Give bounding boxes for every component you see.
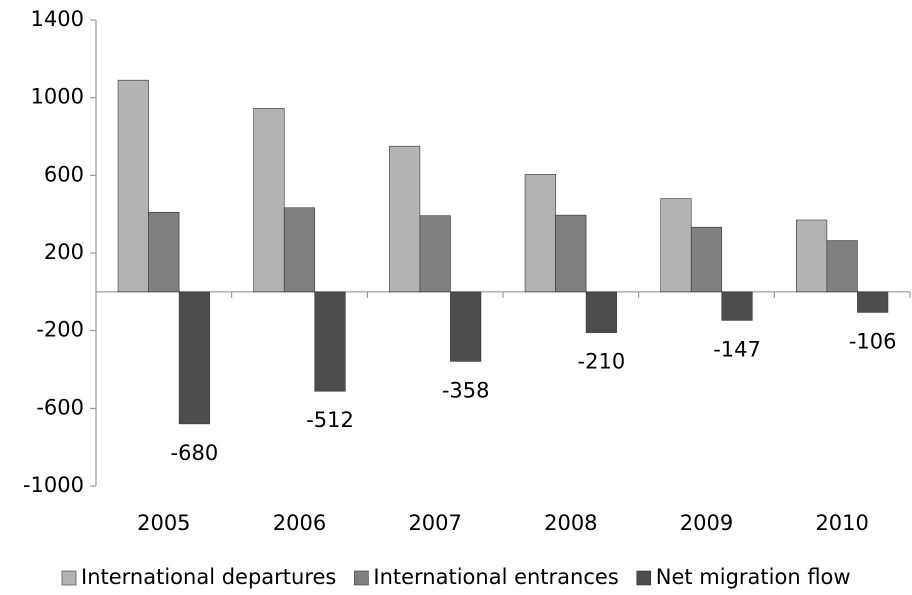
bar <box>283 207 316 293</box>
bar <box>178 291 210 425</box>
x-tick-label: 2009 <box>680 511 733 535</box>
data-label: -210 <box>578 350 626 374</box>
legend-label: International entrances <box>373 565 618 589</box>
y-tick-label: -1000 <box>23 473 84 497</box>
bar <box>314 291 346 392</box>
bar <box>660 198 692 293</box>
bar <box>555 214 587 293</box>
x-tick-label: 2008 <box>544 511 597 535</box>
bar <box>585 291 617 333</box>
x-tick-label: 2007 <box>408 511 461 535</box>
legend-swatch <box>354 570 369 586</box>
y-tick-label: 600 <box>44 162 84 186</box>
legend-label: International departures <box>81 565 336 589</box>
bar <box>796 219 828 293</box>
data-label: -512 <box>306 408 354 432</box>
bar <box>148 211 180 293</box>
data-label: -106 <box>849 329 897 353</box>
bar <box>419 215 451 293</box>
x-tick-label: 2006 <box>273 511 326 535</box>
legend-swatch <box>61 570 77 586</box>
y-tick-label: -600 <box>36 395 84 419</box>
bar <box>857 291 889 313</box>
bar <box>117 79 149 293</box>
bar <box>721 291 753 321</box>
legend-swatch <box>636 570 652 586</box>
bar <box>826 240 858 293</box>
x-tick-label: 2005 <box>137 511 190 535</box>
bar <box>389 145 421 293</box>
x-tick-label: 2010 <box>815 511 868 535</box>
data-label: -358 <box>442 378 490 402</box>
bar <box>524 174 556 293</box>
y-tick-label: 1400 <box>31 7 84 31</box>
y-tick-label: 1000 <box>31 85 84 109</box>
bar <box>690 226 723 293</box>
y-tick-label: 200 <box>44 240 84 264</box>
bar <box>253 108 285 293</box>
legend-label: Net migration flow <box>656 565 851 589</box>
data-label: -147 <box>713 337 761 361</box>
data-label: -680 <box>171 441 219 465</box>
bar <box>450 291 482 362</box>
y-tick-label: -200 <box>36 318 84 342</box>
